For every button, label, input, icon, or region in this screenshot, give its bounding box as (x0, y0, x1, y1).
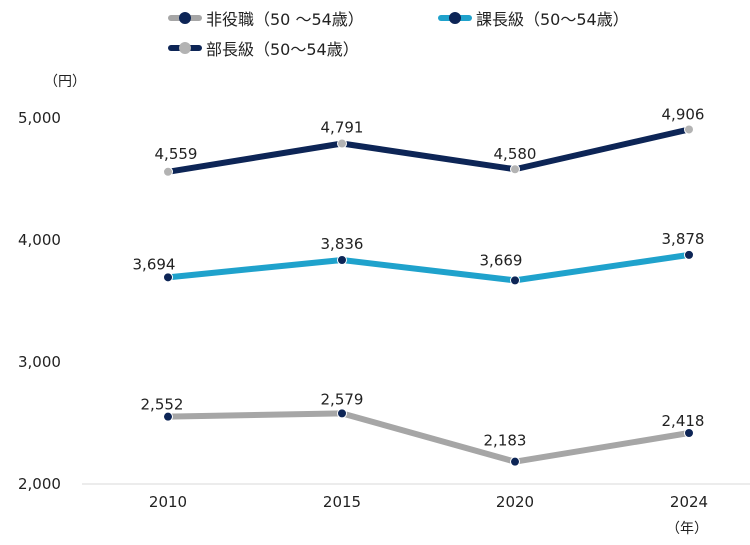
data-label-non-managerial: 2,183 (484, 432, 527, 450)
data-point-department-head (337, 138, 347, 149)
data-label-department-head: 4,791 (321, 118, 364, 136)
legend-item-non-managerial: 非役職（50 ～54歳） (168, 6, 364, 30)
data-label-non-managerial: 2,418 (662, 412, 705, 430)
data-point-department-head (510, 164, 520, 175)
series-line-non-managerial (165, 410, 692, 465)
data-point-non-managerial (337, 408, 347, 419)
legend-label-section-chief: 課長級（50～54歳） (476, 10, 629, 29)
y-tick-label: 3,000 (18, 353, 61, 371)
data-label-section-chief: 3,694 (133, 255, 176, 273)
data-point-section-chief (163, 272, 173, 283)
legend-swatch-department-head (168, 42, 202, 54)
x-axis-unit-label: （年） (666, 521, 708, 537)
data-point-section-chief (510, 275, 520, 286)
data-label-section-chief: 3,878 (662, 230, 705, 248)
y-tick-label: 5,000 (18, 109, 61, 127)
data-point-non-managerial (684, 428, 694, 439)
y-axis-unit-label: （円） (44, 74, 86, 90)
data-point-non-managerial (163, 411, 173, 422)
data-label-section-chief: 3,669 (480, 251, 523, 269)
legend-item-department-head: 部長級（50～54歳） (168, 36, 359, 60)
data-label-section-chief: 3,836 (321, 235, 364, 253)
x-tick-label: 2024 (670, 493, 708, 511)
data-label-department-head: 4,559 (155, 145, 198, 163)
series-line-department-head (165, 126, 692, 175)
x-tick-label: 2010 (149, 493, 187, 511)
x-tick-label: 2015 (323, 493, 361, 511)
series-line-section-chief (165, 251, 692, 284)
data-label-department-head: 4,580 (494, 145, 537, 163)
legend-marker-department-head (179, 42, 191, 54)
legend-swatch-non-managerial (168, 12, 202, 24)
y-tick-label: 2,000 (18, 475, 61, 493)
data-point-non-managerial (510, 456, 520, 467)
legend-marker-non-managerial (179, 12, 191, 24)
legend-label-department-head: 部長級（50～54歳） (206, 40, 359, 59)
data-point-section-chief (684, 249, 694, 260)
data-point-section-chief (337, 255, 347, 266)
x-tick-label: 2020 (496, 493, 534, 511)
data-label-non-managerial: 2,579 (321, 390, 364, 408)
data-point-department-head (163, 166, 173, 177)
data-point-department-head (684, 124, 694, 135)
data-label-non-managerial: 2,552 (141, 396, 184, 414)
legend-swatch-section-chief (438, 12, 472, 24)
data-label-department-head: 4,906 (662, 105, 705, 123)
legend-label-non-managerial: 非役職（50 ～54歳） (206, 10, 364, 29)
y-tick-label: 4,000 (18, 231, 61, 249)
legend-item-section-chief: 課長級（50～54歳） (438, 6, 629, 30)
legend-marker-section-chief (449, 12, 461, 24)
